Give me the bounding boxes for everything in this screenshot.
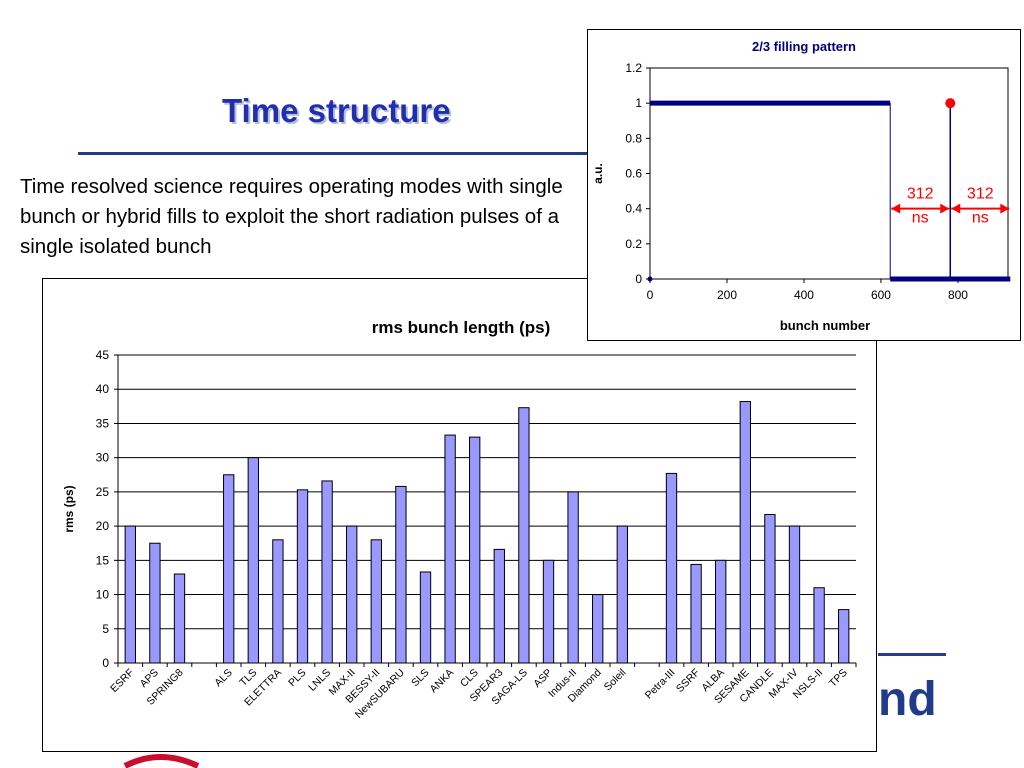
fill-xtick-label: 0 [647, 288, 654, 302]
filling-pattern-chart-svg: 2/3 filling pattern a.u. bunch number 00… [591, 39, 1011, 333]
body-text: Time resolved science requires operating… [20, 175, 563, 258]
bar-cls [469, 436, 481, 664]
bar-spear3 [493, 548, 505, 664]
fill-ytick-label: 0.4 [625, 202, 642, 216]
slide-title: Time structure [222, 92, 451, 129]
fill-xtick-label: 200 [717, 288, 737, 302]
bar-candle [764, 513, 776, 664]
bar-aps [149, 542, 161, 664]
interval-label-value: 312 [907, 186, 934, 203]
fill-ytick-label: 0.6 [625, 167, 642, 181]
bar-anka [444, 434, 456, 664]
fill-xtick-label: 400 [794, 288, 814, 302]
fill-ytick-label: 1 [635, 96, 642, 110]
interval-label-value: 312 [967, 186, 994, 203]
fill-xtick-label: 600 [871, 288, 891, 302]
bar-newsubaru [395, 485, 407, 664]
bar-category-label: SSRF [674, 667, 702, 695]
bar-ytick-label: 40 [96, 382, 110, 396]
bar-ytick-label: 0 [102, 656, 109, 670]
fill-chart-ylabel: a.u. [591, 163, 605, 184]
bar-sls [419, 571, 432, 664]
bar-ytick-label: 30 [96, 451, 110, 465]
bunch-length-chart-svg: rms bunch length (ps) rms (ps) 0 5 10 15 20 2… [62, 318, 857, 721]
fill-ytick-label: 0 [635, 272, 642, 286]
bar-soleil [616, 525, 628, 664]
fill-xtick-label: 800 [948, 288, 968, 302]
bar-ytick-label: 10 [96, 588, 110, 602]
bar-lnls [321, 480, 333, 664]
bar-tls [247, 457, 259, 664]
interval-label-unit: ns [972, 210, 989, 227]
bar-ytick-label: 15 [96, 553, 110, 567]
bar-chart-ylabel: rms (ps) [62, 485, 76, 532]
fill-ytick-label: 0.2 [625, 237, 642, 251]
bar-petra-iii [665, 472, 678, 664]
bar-ytick-label: 45 [96, 348, 110, 362]
bar-category-label: Petra-III [643, 667, 678, 702]
bar-ssrf [690, 563, 702, 664]
fill-ytick-label: 1.2 [625, 61, 642, 75]
bar-category-label: TPS [827, 667, 850, 690]
isolated-bunch-marker [945, 98, 956, 109]
bunch-length-chart: rms bunch length (ps) rms (ps) 0 5 10 15 20 2… [42, 278, 877, 752]
bar-ytick-label: 20 [96, 519, 110, 533]
arrowhead-right [1000, 203, 1010, 214]
bar-nsls-ii [813, 587, 825, 664]
bar-saga-ls [518, 407, 530, 664]
fill-chart-xlabel: bunch number [780, 318, 870, 333]
fill-chart-title: 2/3 filling pattern [752, 39, 856, 54]
bar-ytick-label: 5 [102, 622, 109, 636]
bar-category-label: ALS [212, 667, 235, 690]
arrowhead-left [951, 203, 961, 214]
interval-label-unit: ns [912, 210, 929, 227]
bar-asp [542, 559, 555, 664]
bar-ytick-label: 35 [96, 416, 110, 430]
bar-max-ii [346, 525, 358, 664]
institution-logo-text: nd [878, 673, 937, 726]
bar-pls [296, 489, 309, 664]
bar-diamond [592, 594, 604, 664]
bar-bessy-ii [370, 539, 382, 664]
bar-chart-title: rms bunch length (ps) [372, 318, 551, 337]
title-rule [78, 152, 590, 155]
bar-category-label: PLS [286, 667, 309, 690]
bar-alba [715, 559, 727, 664]
fill-ytick-label: 0.8 [625, 131, 642, 145]
fill-origin-point [647, 276, 653, 282]
bar-category-label: ANKA [428, 667, 457, 696]
bar-category-label: ESRF [108, 667, 136, 695]
fill-plot-area [649, 67, 1009, 280]
bar-indus-ii [567, 491, 579, 664]
bar-elettra [272, 539, 284, 664]
logo-rule [878, 653, 946, 656]
bar-sesame [739, 401, 751, 664]
arrowhead-right [940, 203, 950, 214]
arrowhead-left [891, 203, 901, 214]
bar-als [223, 474, 235, 664]
logo-swoosh-icon [123, 754, 200, 768]
bar-spring8 [173, 573, 186, 664]
bar-ytick-label: 25 [96, 485, 110, 499]
bar-max-iv [788, 525, 801, 664]
bar-esrf [124, 525, 136, 664]
bar-tps [838, 609, 850, 664]
bar-category-label: Soleil [602, 667, 629, 694]
